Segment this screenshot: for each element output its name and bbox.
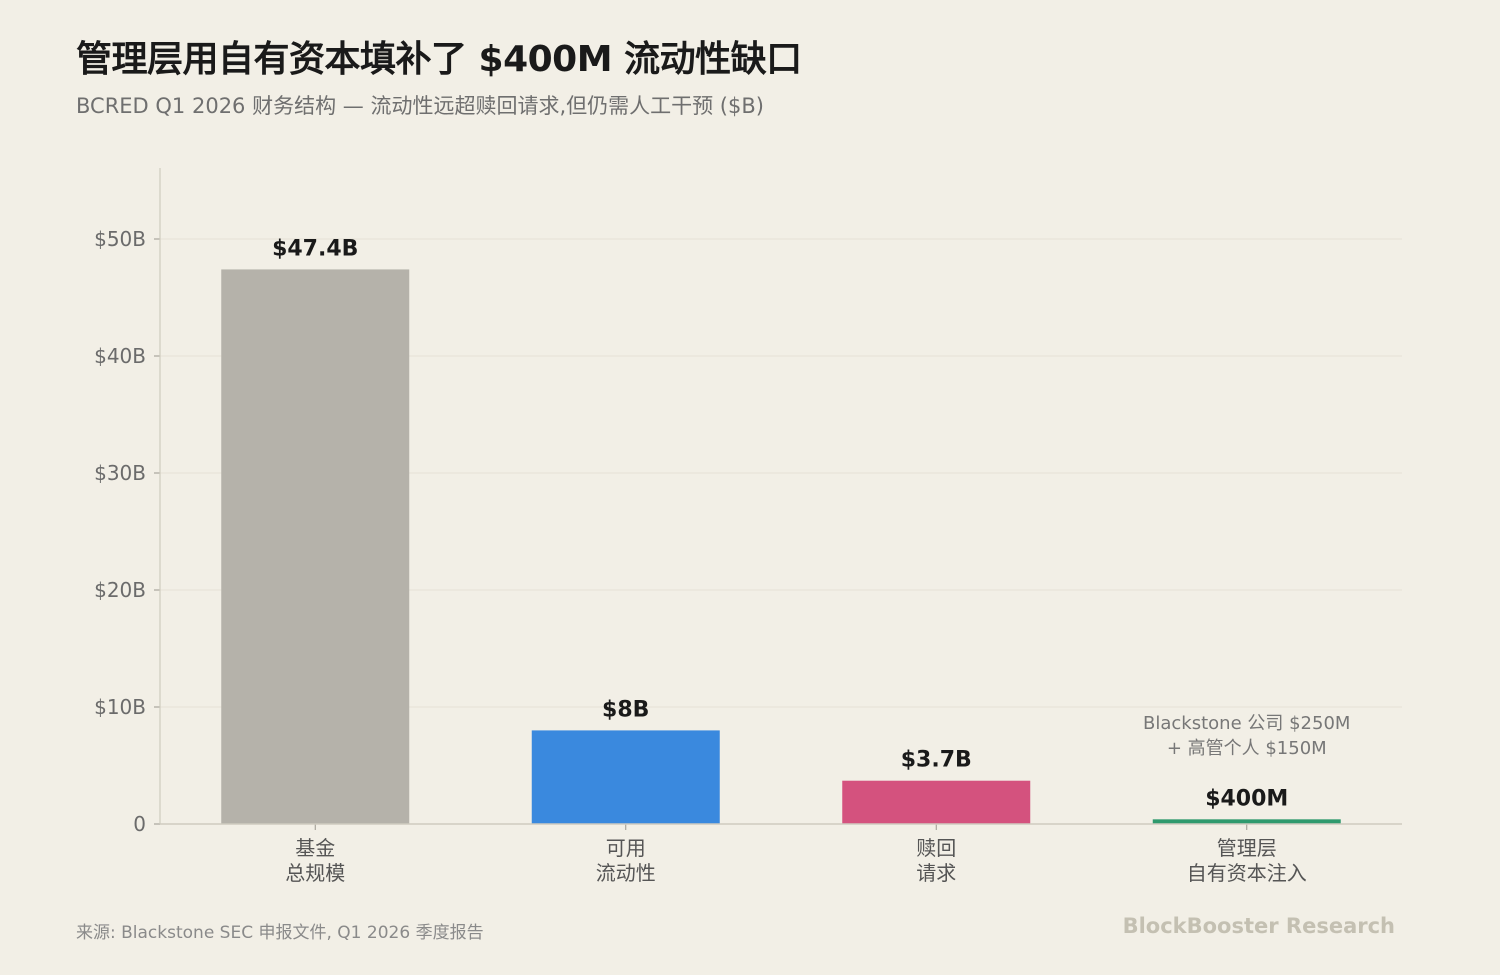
x-tick-label: 可用 bbox=[606, 836, 646, 860]
data-label: $400M bbox=[1205, 786, 1288, 811]
brand-watermark: BlockBooster Research bbox=[1122, 914, 1395, 938]
annotation-text: + 高管个人 $150M bbox=[1167, 738, 1327, 759]
bar bbox=[531, 730, 720, 824]
bar bbox=[1152, 819, 1341, 824]
x-tick-label: 请求 bbox=[916, 861, 956, 885]
annotation-text: Blackstone 公司 $250M bbox=[1143, 713, 1350, 734]
x-tick-label: 总规模 bbox=[285, 861, 345, 885]
bar bbox=[842, 780, 1031, 824]
x-tick-label: 基金 bbox=[295, 836, 335, 860]
data-label: $3.7B bbox=[901, 748, 972, 773]
y-tick-label: $10B bbox=[94, 695, 146, 719]
chart-title: 管理层用自有资本填补了 $400M 流动性缺口 bbox=[76, 39, 802, 80]
source-note: 来源: Blackstone SEC 申报文件, Q1 2026 季度报告 bbox=[76, 923, 484, 943]
bar bbox=[221, 269, 410, 824]
x-tick-label: 自有资本注入 bbox=[1187, 861, 1307, 885]
y-tick-label: $20B bbox=[94, 578, 146, 602]
y-tick-label: $40B bbox=[94, 344, 146, 368]
x-tick-label: 赎回 bbox=[916, 836, 956, 860]
y-tick-label: $50B bbox=[94, 227, 146, 251]
chart-subtitle: BCRED Q1 2026 财务结构 — 流动性远超赎回请求,但仍需人工干预 (… bbox=[76, 94, 764, 118]
y-tick-label: 0 bbox=[133, 812, 146, 836]
x-tick-label: 管理层 bbox=[1217, 836, 1277, 860]
x-tick-label: 流动性 bbox=[596, 861, 656, 885]
y-tick-label: $30B bbox=[94, 461, 146, 485]
data-label: $47.4B bbox=[272, 236, 358, 261]
data-label: $8B bbox=[602, 697, 649, 722]
